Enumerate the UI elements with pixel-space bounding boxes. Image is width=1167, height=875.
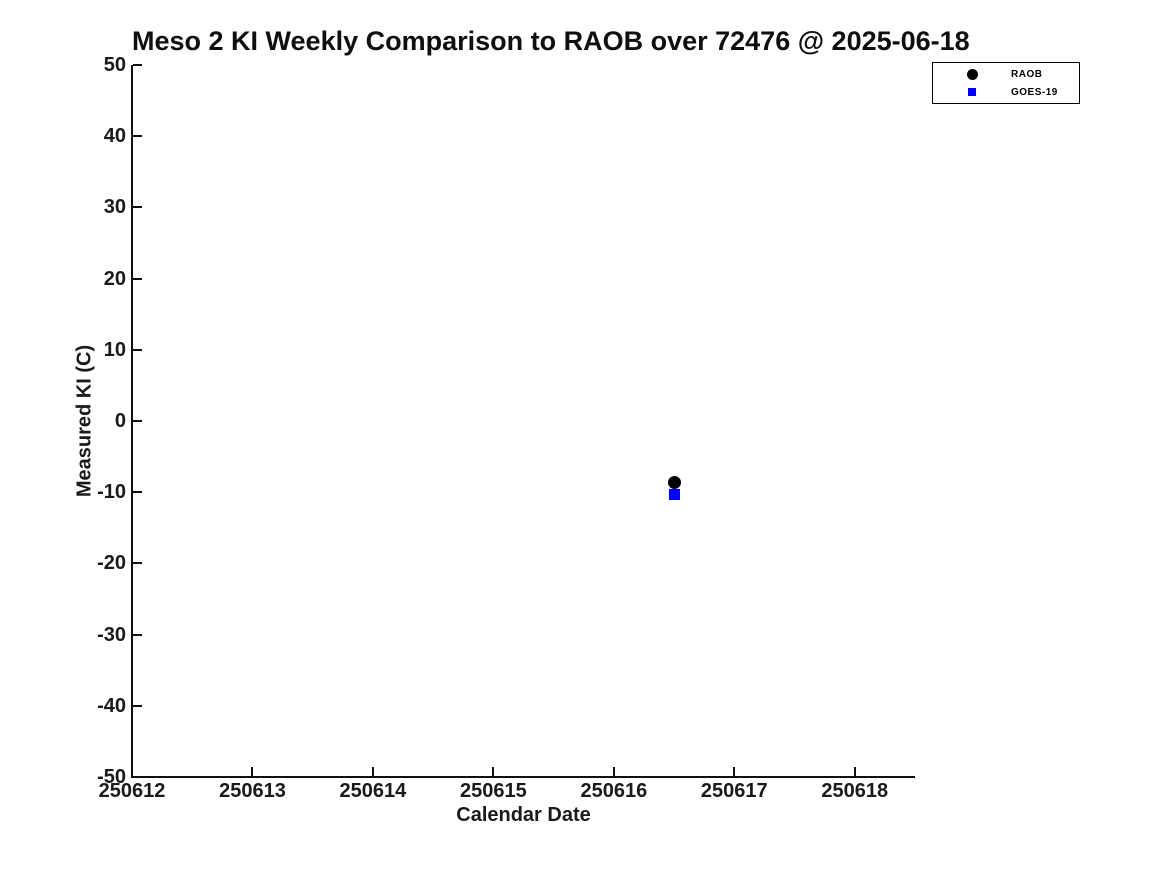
y-tick-label: -20 <box>97 552 126 575</box>
x-tick-mark <box>371 767 374 776</box>
y-tick-mark <box>133 633 142 636</box>
legend-label: GOES-19 <box>1011 86 1058 98</box>
x-tick-mark <box>492 767 495 776</box>
y-tick-mark <box>133 776 142 778</box>
x-tick-label: 250614 <box>339 780 407 802</box>
data-point-goes-19 <box>668 488 680 500</box>
y-tick-mark <box>133 348 142 351</box>
x-tick-mark <box>251 767 254 776</box>
legend-marker-cell <box>933 68 1011 80</box>
y-tick-mark <box>133 135 142 138</box>
legend-label: RAOB <box>1011 68 1043 80</box>
x-axis-label: Calendar Date <box>456 804 591 826</box>
x-tick-label: 250616 <box>580 780 648 802</box>
x-axis-line <box>131 776 915 778</box>
y-tick-label: -50 <box>97 766 126 788</box>
legend: RAOB GOES-19 <box>932 62 1080 104</box>
x-tick-mark <box>733 767 736 776</box>
y-tick-mark <box>133 277 142 280</box>
y-tick-mark <box>133 562 142 565</box>
y-tick-label: 50 <box>103 54 126 76</box>
y-axis-line <box>131 65 133 778</box>
y-tick-mark <box>133 491 142 494</box>
x-tick-label: 250618 <box>821 780 889 802</box>
x-tick-label: 250612 <box>98 780 166 802</box>
y-tick-label: 40 <box>103 125 126 148</box>
legend-circle-icon <box>966 68 978 80</box>
y-tick-label: 0 <box>114 410 126 432</box>
data-point-raob <box>667 476 681 490</box>
y-tick-label: 30 <box>103 196 126 219</box>
y-tick-label: -40 <box>97 694 126 717</box>
y-tick-mark <box>133 206 142 209</box>
y-tick-mark <box>133 704 142 707</box>
y-tick-mark <box>133 420 142 422</box>
x-tick-label: 250613 <box>219 780 286 802</box>
legend-marker-cell <box>933 88 1011 96</box>
x-tick-mark <box>853 767 856 776</box>
y-tick-label: -10 <box>97 481 126 504</box>
legend-entry-raob: RAOB <box>933 67 1079 81</box>
x-tick-mark <box>612 767 615 776</box>
legend-square-icon <box>968 88 976 96</box>
y-tick-mark <box>133 64 142 66</box>
x-tick-mark <box>131 767 133 776</box>
chart-title: Meso 2 KI Weekly Comparison to RAOB over… <box>132 26 970 56</box>
y-tick-label: -30 <box>97 623 126 646</box>
legend-entry-goes-19: GOES-19 <box>933 85 1079 99</box>
y-tick-label: 10 <box>103 338 126 361</box>
x-tick-label: 250615 <box>460 780 527 802</box>
x-tick-label: 250617 <box>700 780 768 802</box>
y-tick-label: 20 <box>103 267 126 290</box>
